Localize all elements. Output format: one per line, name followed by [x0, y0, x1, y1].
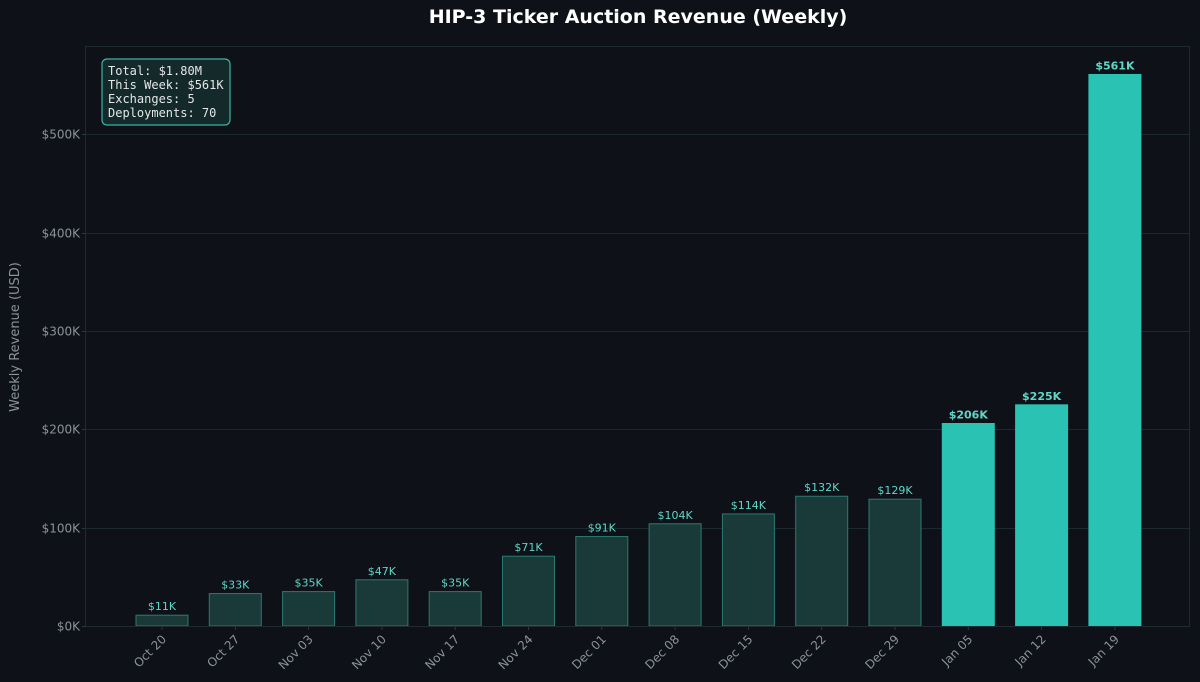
bar-value-label: $35K [441, 577, 470, 590]
bar [795, 495, 849, 627]
gridlines [86, 134, 1190, 529]
bar-value-label: $132K [804, 481, 840, 494]
bar [208, 593, 262, 627]
bar [648, 523, 702, 627]
y-tick-label: $500K [42, 128, 82, 142]
bar-value-label: $114K [731, 499, 767, 512]
bar-value-label: $11K [148, 600, 177, 613]
bar-value-label: $71K [514, 541, 543, 554]
stats-box: Total: $1.80M This Week: $561K Exchanges… [101, 58, 231, 126]
bar [428, 591, 482, 627]
stats-this-week: This Week: $561K [108, 78, 224, 92]
bar-value-labels: $11K $33K $35K $47K $35K $71K $91K $104K $114K $1… [148, 60, 1135, 614]
y-axis-ticks: $0K $100K $200K $300K $400K $500K [42, 128, 86, 634]
bar [1088, 74, 1142, 627]
bar-value-label: $206K [949, 408, 989, 421]
bar-value-label: $129K [877, 484, 913, 497]
bar-value-label: $47K [368, 565, 397, 578]
bar-value-label: $561K [1095, 60, 1135, 73]
stats-exchanges: Exchanges: 5 [108, 92, 195, 106]
bar-value-label: $104K [657, 509, 693, 522]
y-tick-label: $400K [42, 227, 82, 241]
bar [941, 422, 995, 627]
bar [1015, 404, 1069, 627]
plot-frame [85, 46, 1190, 627]
bar [721, 513, 775, 627]
bar [355, 579, 409, 627]
stats-box-frame [101, 58, 231, 126]
y-tick-label: $0K [57, 620, 81, 634]
bar-value-label: $91K [588, 522, 617, 535]
bar [868, 498, 922, 627]
y-tick-label: $200K [42, 423, 82, 437]
bar-value-label: $33K [221, 579, 250, 592]
bars [135, 74, 1142, 627]
bar [575, 536, 629, 627]
y-axis-label: Weekly Revenue (USD) [8, 262, 23, 412]
bar [135, 614, 189, 627]
bar [502, 555, 555, 627]
y-tick-label: $300K [42, 325, 82, 339]
stats-deployments: Deployments: 70 [108, 106, 216, 120]
bar-value-label: $35K [294, 577, 323, 590]
y-tick-label: $100K [42, 522, 82, 536]
bar [282, 591, 336, 627]
stats-total: Total: $1.80M [108, 64, 202, 78]
bar-value-label: $225K [1022, 390, 1062, 403]
chart-title: HIP-3 Ticker Auction Revenue (Weekly) [429, 6, 848, 28]
